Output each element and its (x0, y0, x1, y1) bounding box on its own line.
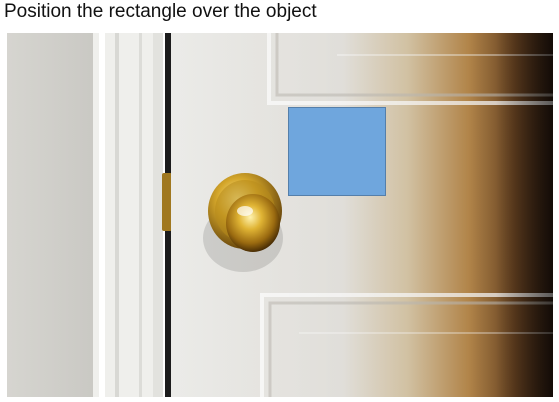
scene-photo (7, 33, 553, 397)
draggable-rectangle[interactable] (288, 107, 386, 196)
wall (7, 33, 99, 397)
strike-plate (162, 173, 172, 231)
task-instruction: Position the rectangle over the object (4, 1, 317, 22)
door-knob (226, 194, 280, 252)
door-scene (7, 33, 553, 397)
